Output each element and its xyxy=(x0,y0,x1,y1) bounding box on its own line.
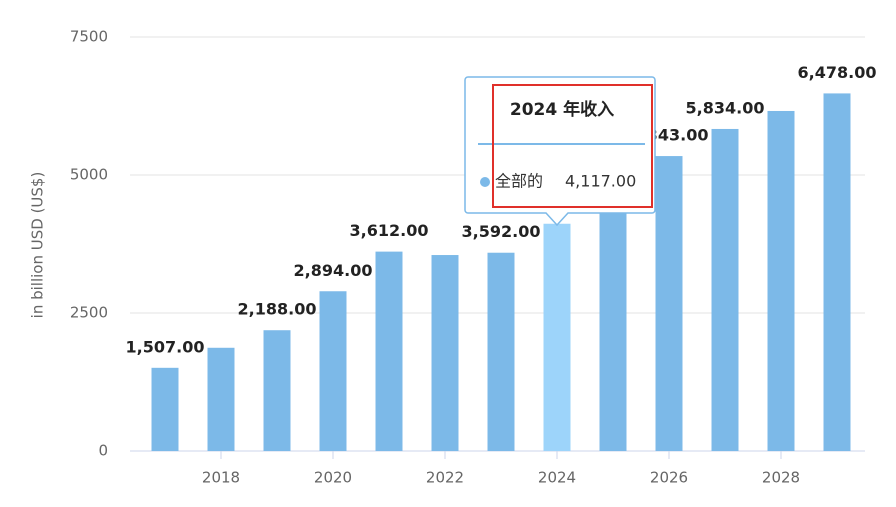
data-label: 3,592.00 xyxy=(462,222,541,241)
y-axis-title: in billion USD (US$) xyxy=(29,172,47,319)
tooltip-value: 4,117.00 xyxy=(565,172,636,191)
tooltip-box xyxy=(464,76,656,227)
x-tick-label: 2024 xyxy=(538,469,576,487)
y-tick-label: 5000 xyxy=(70,166,108,184)
bar xyxy=(599,199,627,451)
x-tick-label: 2026 xyxy=(650,469,688,487)
bar xyxy=(823,93,851,451)
bar xyxy=(655,156,683,451)
data-label: 5,834.00 xyxy=(686,98,765,117)
data-label: 2,188.00 xyxy=(238,300,317,319)
y-tick-label: 7500 xyxy=(70,28,108,46)
x-tick-label: 2018 xyxy=(202,469,240,487)
tooltip-title: 2024 年收入 xyxy=(510,99,614,120)
data-label: 2,894.00 xyxy=(294,261,373,280)
tooltip-series: 全部的 xyxy=(495,172,543,191)
x-tick-label: 2022 xyxy=(426,469,464,487)
y-tick-label: 2500 xyxy=(70,304,108,322)
bar xyxy=(711,128,739,451)
plot-area: 0 2500 5000 7500 2018 2020 2022 2024 2026 2028 1,5… xyxy=(70,28,877,487)
tooltip: 2024 年收入 全部的 4,117.00 xyxy=(464,76,656,227)
bar xyxy=(543,223,571,451)
x-tick-label: 2020 xyxy=(314,469,352,487)
bar xyxy=(487,252,515,451)
highlight-annotation xyxy=(492,84,653,208)
x-tick-label: 2028 xyxy=(762,469,800,487)
data-label: 3,612.00 xyxy=(350,221,429,240)
data-label: 1,507.00 xyxy=(126,337,205,356)
bar xyxy=(207,347,235,451)
bar xyxy=(431,255,459,451)
tooltip-marker xyxy=(480,177,490,187)
bar xyxy=(263,330,291,451)
bar xyxy=(767,110,795,451)
data-label: 6,478.00 xyxy=(798,63,877,82)
bar xyxy=(151,367,179,451)
y-tick-label: 0 xyxy=(98,442,108,460)
bar xyxy=(375,251,403,451)
bar xyxy=(319,291,347,451)
